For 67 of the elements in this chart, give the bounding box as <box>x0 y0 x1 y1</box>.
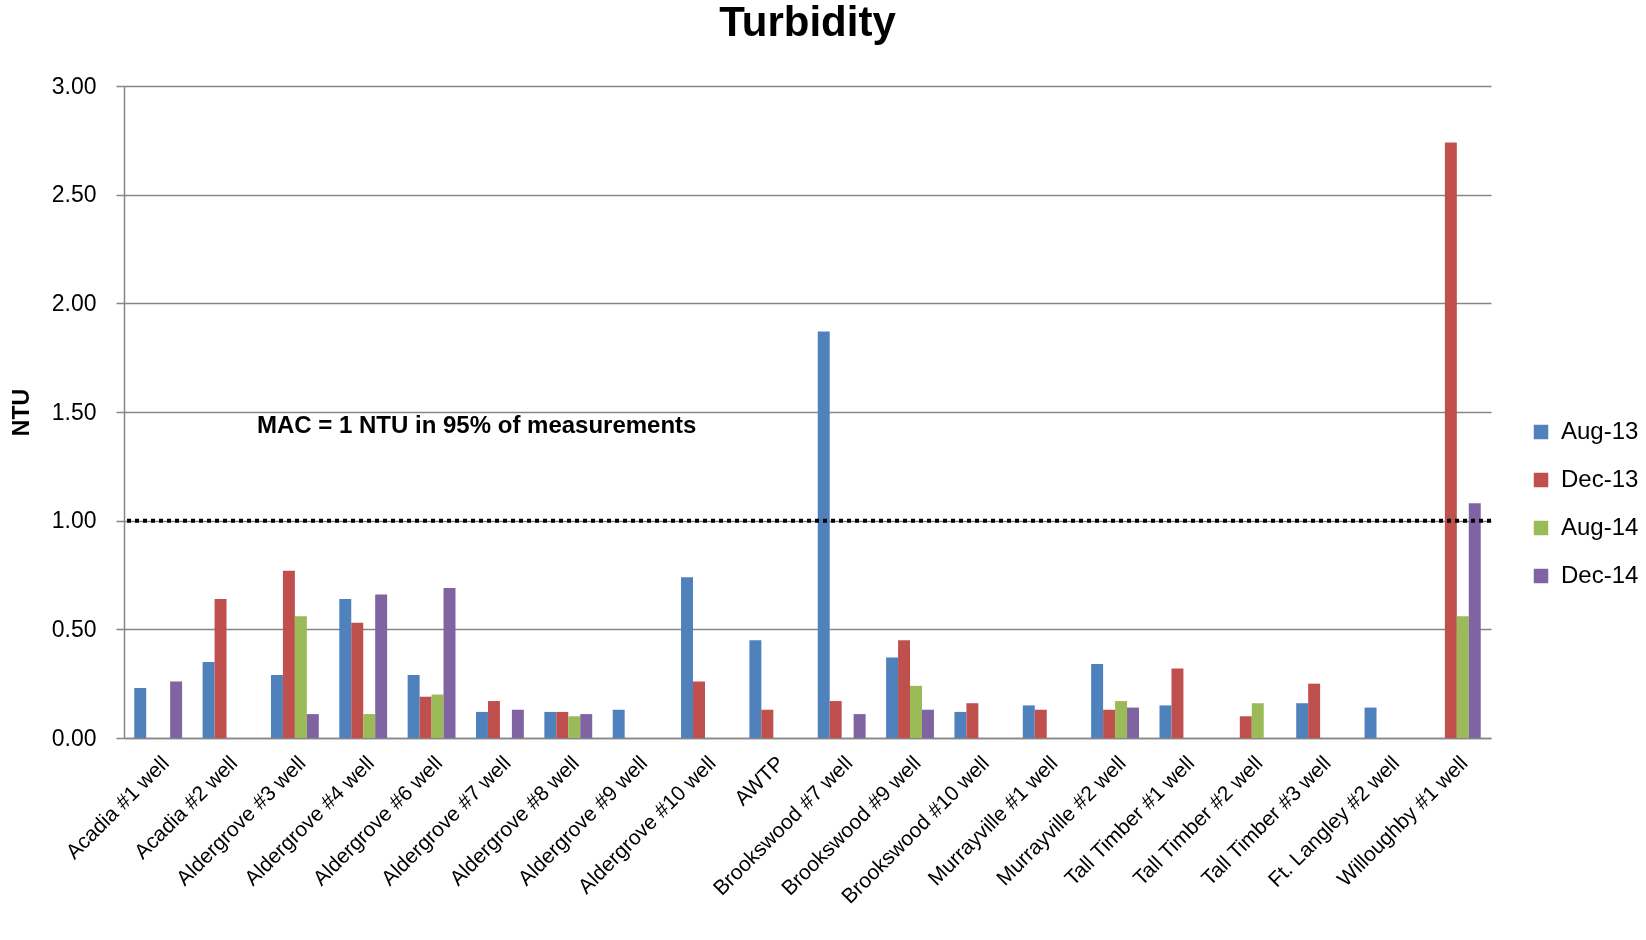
bar <box>1251 703 1264 738</box>
bar <box>214 598 227 738</box>
y-tick-label: 1.50 <box>51 398 97 425</box>
bar <box>375 594 388 738</box>
bar <box>898 640 911 738</box>
bar <box>1103 709 1116 738</box>
bar <box>693 681 705 738</box>
legend-label: Aug-14 <box>1561 513 1639 540</box>
bar <box>431 694 444 738</box>
y-tick-label: 1.00 <box>51 507 97 534</box>
bar <box>568 716 581 738</box>
bar <box>1308 683 1321 738</box>
bar <box>1296 703 1309 738</box>
bar <box>443 588 456 738</box>
chart-title: Turbidity <box>719 0 897 45</box>
bar <box>1022 705 1035 738</box>
y-tick-label: 2.00 <box>51 289 97 316</box>
bar <box>817 331 830 738</box>
bar <box>487 701 500 738</box>
bar <box>1468 503 1481 738</box>
bar <box>1456 616 1469 738</box>
bar <box>1364 707 1377 738</box>
bar <box>1171 668 1184 738</box>
bar <box>921 709 934 738</box>
bar <box>1444 142 1457 738</box>
bar <box>407 674 420 738</box>
bar <box>1239 716 1252 738</box>
bar <box>1127 707 1139 738</box>
bar <box>612 709 625 738</box>
bar <box>306 714 319 738</box>
y-tick-label: 0.00 <box>51 724 97 751</box>
legend-label: Dec-14 <box>1561 561 1639 588</box>
bar <box>170 681 183 738</box>
bar <box>351 622 364 738</box>
bar <box>339 598 352 738</box>
bar <box>294 616 307 738</box>
bar <box>556 711 569 738</box>
legend-label: Aug-13 <box>1561 417 1639 444</box>
bar <box>511 709 524 738</box>
bar <box>910 685 922 738</box>
y-tick-label: 0.50 <box>51 615 97 642</box>
bar <box>886 657 899 738</box>
bar <box>954 711 967 738</box>
bar <box>282 570 295 738</box>
bar <box>544 711 557 738</box>
bar <box>1159 705 1172 738</box>
bar <box>419 696 432 738</box>
bar <box>1115 701 1128 738</box>
bar <box>202 661 215 738</box>
bar <box>829 701 842 738</box>
bar <box>966 703 979 738</box>
bar <box>580 714 593 738</box>
y-axis-title: NTU <box>7 388 34 437</box>
bar <box>749 640 762 738</box>
bar <box>1091 664 1104 738</box>
y-tick-label: 2.50 <box>51 181 97 208</box>
bar <box>853 714 866 738</box>
annotation: MAC = 1 NTU in 95% of measurements <box>257 411 697 438</box>
legend-label: Dec-13 <box>1561 465 1639 492</box>
y-tick-label: 3.00 <box>51 72 97 99</box>
bar <box>363 714 376 738</box>
bar <box>270 674 283 738</box>
bar <box>761 709 774 738</box>
bar <box>681 577 694 738</box>
bar <box>476 711 488 738</box>
bar <box>1034 709 1047 738</box>
bar <box>134 688 147 738</box>
